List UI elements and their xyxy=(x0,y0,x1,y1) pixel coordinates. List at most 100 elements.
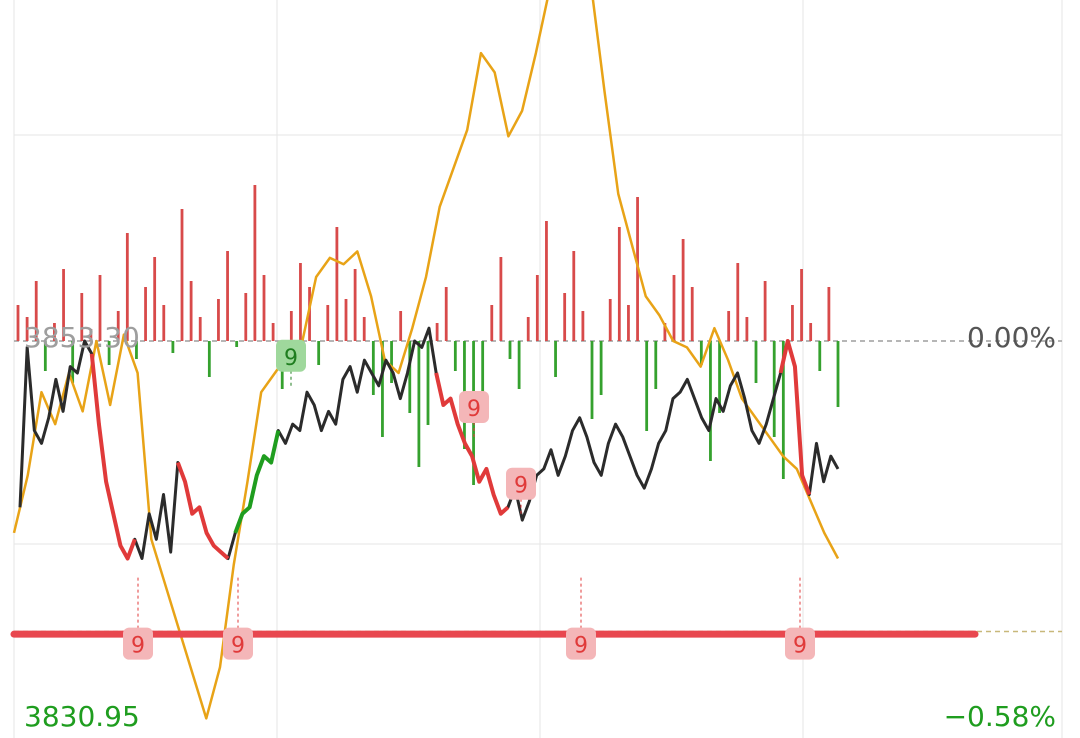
volume-bar xyxy=(180,209,184,341)
volume-bar xyxy=(772,341,776,437)
sequence-marker-tag xyxy=(506,467,536,500)
sequence-marker-tag xyxy=(223,627,253,660)
volume-bar xyxy=(271,323,275,341)
volume-bar xyxy=(563,293,567,341)
volume-bar xyxy=(362,317,366,341)
volume-bar xyxy=(353,269,357,341)
volume-bar xyxy=(499,257,503,341)
volume-bar xyxy=(508,341,512,359)
volume-bar xyxy=(672,275,676,341)
volume-bar xyxy=(554,341,557,377)
volume-bar xyxy=(572,251,576,341)
volume-bar xyxy=(627,305,630,341)
volume-bar xyxy=(25,317,29,341)
price-line xyxy=(18,326,840,560)
volume-bar xyxy=(34,281,38,341)
down-sequence-line xyxy=(175,461,230,560)
volume-bar xyxy=(645,341,649,431)
volume-bar xyxy=(390,341,393,383)
down-sequence-line xyxy=(778,339,812,496)
volume-bar xyxy=(217,299,220,341)
sequence-marker-label: 9 xyxy=(284,346,298,371)
volume-bar xyxy=(98,275,102,341)
volume-bar xyxy=(308,287,311,341)
down-sequence-line xyxy=(89,353,137,561)
volume-bar xyxy=(399,311,403,341)
volume-bar xyxy=(599,341,603,395)
volume-bar xyxy=(289,311,293,341)
sequence-marker-label: 9 xyxy=(131,634,145,659)
volume-bar xyxy=(681,239,685,341)
sequence-marker-tag xyxy=(566,627,596,660)
volume-bar xyxy=(781,341,785,479)
volume-bar xyxy=(107,341,111,365)
volume-bar xyxy=(690,287,694,341)
volume-bar xyxy=(71,341,75,383)
volume-bar xyxy=(335,227,339,341)
volume-bar xyxy=(62,269,65,341)
volume-bar xyxy=(718,341,721,413)
volume-bar xyxy=(417,341,421,467)
volume-bar xyxy=(53,323,56,341)
sequence-marker-tag xyxy=(785,627,815,660)
up-sequence-line xyxy=(233,430,281,534)
volume-bar xyxy=(198,317,202,341)
bottom-price-label: 3830.95 xyxy=(24,700,140,733)
reference-percent-label: 0.00% xyxy=(967,321,1056,354)
volume-bar xyxy=(125,233,129,341)
volume-bar xyxy=(344,299,348,341)
average-price-line xyxy=(12,0,840,720)
sequence-marker-label: 9 xyxy=(574,634,588,659)
volume-bar xyxy=(709,341,712,461)
volume-bar xyxy=(800,269,803,341)
volume-bar xyxy=(371,341,375,395)
volume-bar xyxy=(16,305,20,341)
volume-bar xyxy=(253,185,257,341)
sequence-marker-tag xyxy=(123,627,153,660)
sequence-marker-tag xyxy=(459,390,489,423)
volume-bar xyxy=(736,263,740,341)
volume-bar xyxy=(490,305,494,341)
volume-bar xyxy=(408,341,412,413)
volume-bar xyxy=(809,323,813,341)
volume-bar xyxy=(545,221,548,341)
volume-bar xyxy=(590,341,594,419)
bottom-percent-label: −0.58% xyxy=(943,700,1056,733)
volume-bar xyxy=(235,341,239,347)
volume-bar xyxy=(381,341,384,437)
volume-bar xyxy=(226,251,229,341)
volume-bar xyxy=(608,299,612,341)
sequence-marker-label: 9 xyxy=(793,634,807,659)
volume-bar xyxy=(836,341,840,407)
sequence-marker-label: 9 xyxy=(467,397,481,422)
volume-bar xyxy=(189,281,193,341)
volume-bar xyxy=(791,305,794,341)
volume-bar xyxy=(526,317,530,341)
volume-bar xyxy=(481,341,485,407)
volume-bar xyxy=(745,317,749,341)
reference-price-label: 3853.30 xyxy=(24,321,140,354)
volume-bar xyxy=(171,341,175,353)
sequence-marker-label: 9 xyxy=(514,474,528,499)
volume-bar xyxy=(116,311,120,341)
volume-bar xyxy=(763,281,767,341)
volume-bar xyxy=(453,341,457,371)
volume-bar xyxy=(818,341,822,371)
volume-bar xyxy=(663,323,667,341)
volume-bar xyxy=(581,311,585,341)
volume-bar xyxy=(244,293,248,341)
volume-bar xyxy=(135,341,138,359)
volume-bar xyxy=(727,311,731,341)
volume-bar xyxy=(754,341,758,383)
volume-bar xyxy=(80,293,84,341)
volume-bar xyxy=(43,341,47,371)
volume-bar xyxy=(827,287,831,341)
volume-bar xyxy=(207,341,211,377)
volume-bar xyxy=(699,341,703,365)
volume-bar xyxy=(299,263,302,341)
volume-bar xyxy=(654,341,658,389)
volume-bar xyxy=(262,275,266,341)
volume-bar xyxy=(535,275,539,341)
volume-bar xyxy=(617,227,621,341)
